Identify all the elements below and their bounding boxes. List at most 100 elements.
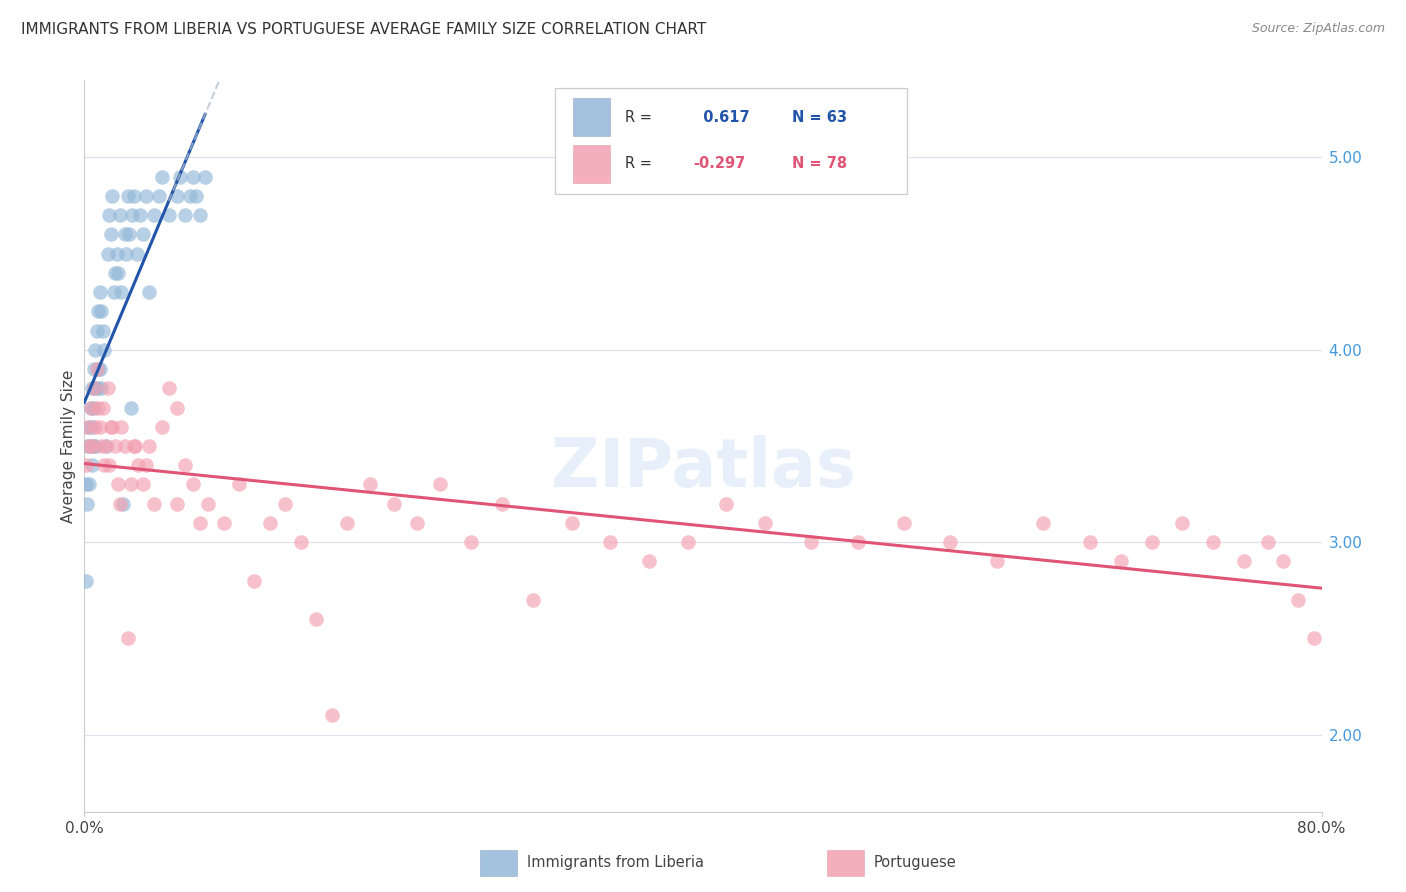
Point: [120, 477, 142, 491]
Point: [676, 535, 699, 549]
Point: [117, 188, 139, 202]
Point: [1202, 535, 1225, 549]
FancyBboxPatch shape: [827, 850, 863, 876]
Point: [1171, 516, 1194, 530]
Point: [188, 516, 212, 530]
Point: [179, 188, 201, 202]
Point: [174, 208, 197, 222]
Point: [125, 246, 148, 260]
Point: [100, 419, 122, 434]
Point: [77, 477, 100, 491]
Point: [107, 266, 129, 280]
Point: [143, 208, 166, 222]
FancyBboxPatch shape: [481, 850, 517, 876]
Point: [1109, 554, 1132, 568]
Point: [1257, 535, 1279, 549]
Point: [75, 477, 97, 491]
Point: [159, 381, 181, 395]
Point: [1078, 535, 1101, 549]
Point: [82, 458, 104, 473]
Point: [159, 208, 181, 222]
Point: [143, 497, 166, 511]
Point: [150, 169, 173, 184]
Point: [79, 401, 101, 415]
Point: [1140, 535, 1163, 549]
Point: [638, 554, 661, 568]
Point: [124, 439, 146, 453]
Point: [77, 419, 100, 434]
Text: R =: R =: [626, 110, 652, 125]
Point: [132, 227, 155, 242]
Point: [83, 362, 105, 376]
Point: [132, 477, 155, 491]
Point: [150, 419, 173, 434]
Point: [429, 477, 451, 491]
Point: [108, 497, 131, 511]
Point: [93, 458, 115, 473]
Point: [97, 381, 120, 395]
Point: [86, 381, 108, 395]
Point: [87, 304, 110, 318]
Point: [82, 381, 104, 395]
Point: [94, 439, 117, 453]
Text: Portuguese: Portuguese: [873, 855, 956, 871]
Point: [491, 497, 513, 511]
Point: [118, 227, 141, 242]
Point: [82, 419, 104, 434]
Point: [114, 439, 136, 453]
Point: [561, 516, 583, 530]
Text: 0.0%: 0.0%: [65, 822, 104, 837]
Point: [336, 516, 359, 530]
Point: [98, 208, 121, 222]
FancyBboxPatch shape: [574, 98, 610, 136]
Point: [79, 439, 101, 453]
Point: [104, 266, 127, 280]
Point: [83, 381, 105, 395]
Point: [212, 516, 235, 530]
Point: [110, 285, 132, 299]
Text: N = 63: N = 63: [792, 110, 846, 125]
Point: [181, 477, 204, 491]
Point: [1288, 593, 1310, 607]
Point: [846, 535, 869, 549]
Point: [893, 516, 915, 530]
Point: [129, 208, 152, 222]
Point: [305, 612, 328, 626]
Point: [90, 304, 112, 318]
Point: [101, 419, 124, 434]
Point: [1032, 516, 1054, 530]
Point: [599, 535, 621, 549]
Point: [243, 574, 266, 588]
Point: [138, 285, 160, 299]
Point: [90, 381, 112, 395]
Point: [97, 246, 120, 260]
Point: [77, 439, 100, 453]
Text: 80.0%: 80.0%: [1298, 822, 1346, 837]
Point: [94, 439, 117, 453]
Point: [121, 208, 143, 222]
Point: [76, 497, 98, 511]
Point: [110, 419, 132, 434]
Point: [115, 246, 138, 260]
Point: [90, 439, 112, 453]
Point: [460, 535, 482, 549]
Point: [135, 458, 157, 473]
Point: [716, 497, 738, 511]
Point: [122, 188, 145, 202]
Point: [108, 208, 131, 222]
Point: [91, 401, 114, 415]
Point: [84, 343, 107, 357]
Point: [228, 477, 250, 491]
Text: R =: R =: [626, 156, 652, 171]
Point: [174, 458, 197, 473]
Point: [197, 497, 219, 511]
Point: [184, 188, 207, 202]
Text: 0.617: 0.617: [693, 110, 749, 125]
Point: [84, 419, 107, 434]
Text: Immigrants from Liberia: Immigrants from Liberia: [527, 855, 704, 871]
Point: [84, 381, 107, 395]
Point: [406, 516, 429, 530]
Point: [135, 188, 157, 202]
Point: [105, 246, 128, 260]
Point: [98, 458, 121, 473]
